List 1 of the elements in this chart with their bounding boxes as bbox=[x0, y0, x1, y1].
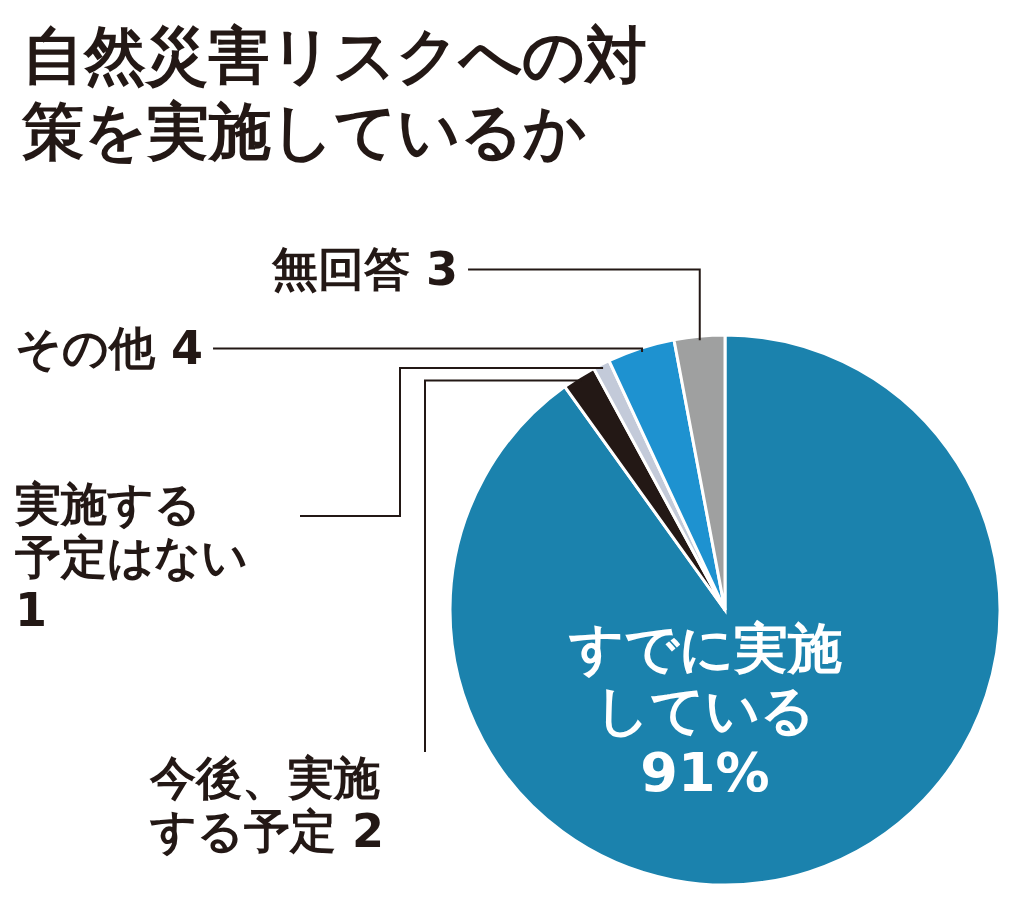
title: 自然災害リスクへの対策を実施しているか bbox=[22, 18, 648, 170]
